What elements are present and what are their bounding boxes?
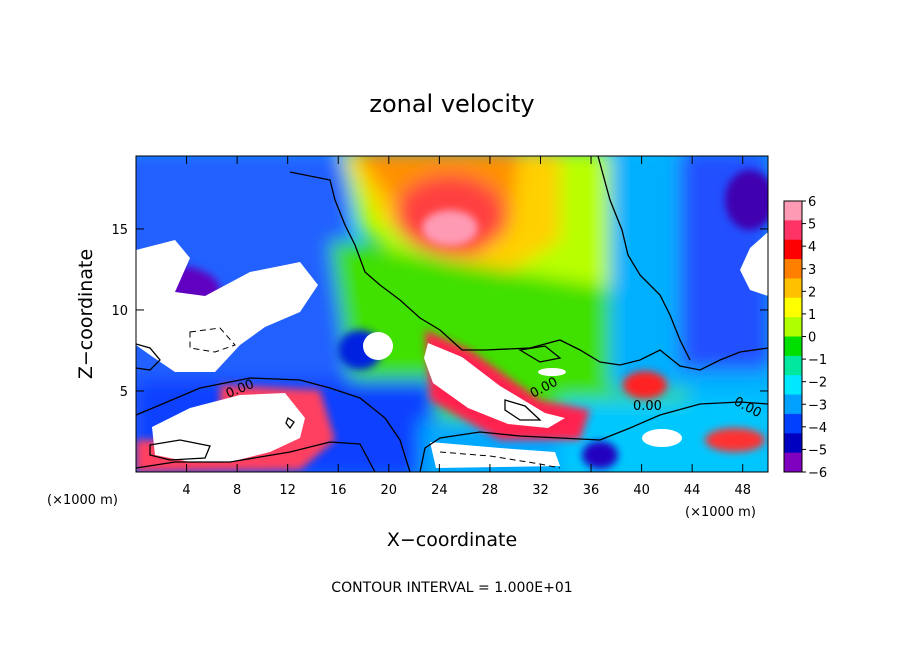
blank-region [642, 429, 682, 447]
colorbar-tick-label: −4 [808, 421, 827, 436]
x-unit-left: (×1000 m) [47, 493, 118, 508]
colorbar-swatch [784, 278, 802, 299]
x-tick-label: 32 [532, 483, 549, 498]
colorbar-tick-label: −2 [808, 376, 827, 391]
colorbar-tick-label: 3 [808, 263, 816, 278]
colorbar-swatch [784, 433, 802, 454]
y-axis: 5 10 15 [111, 223, 768, 400]
colorbar-swatch [784, 452, 802, 473]
x-tick-label: 48 [734, 483, 751, 498]
x-tick-label: 24 [431, 483, 448, 498]
heatmap-field [136, 156, 768, 472]
colorbar-tick-label: 1 [808, 308, 816, 323]
blank-region [424, 343, 565, 428]
colorbar-tick-label: −5 [808, 443, 827, 458]
colorbar-swatch [784, 297, 802, 318]
colorbar-tick-label: −1 [808, 353, 827, 368]
colorbar-tick-label: 5 [808, 218, 816, 233]
colorbar: 6 5 4 3 2 1 0 −1 −2 −3 −4 −5 −6 [783, 195, 827, 481]
colorbar-tick-label: 4 [808, 240, 816, 255]
x-tick-label: 20 [381, 483, 398, 498]
y-tick-label: 15 [111, 223, 128, 238]
x-tick-label: 44 [684, 483, 701, 498]
blank-region [363, 332, 393, 360]
colorbar-swatch [784, 220, 802, 241]
colorbar-swatch [784, 201, 802, 221]
x-axis: 4 8 12 16 20 24 28 32 36 40 44 48 [182, 156, 751, 498]
blank-region [136, 240, 318, 372]
contour-lines-dashed [189, 327, 561, 469]
colorbar-swatch [784, 259, 802, 279]
colorbar-swatch [784, 336, 802, 357]
x-tick-label: 16 [330, 483, 347, 498]
colorbar-tick-label: 2 [808, 285, 816, 300]
colorbar-tick-label: −3 [808, 398, 827, 413]
colorbar-tick-label: −6 [808, 466, 827, 481]
colorbar-tick-label: 0 [808, 331, 816, 346]
colorbar-swatch [784, 375, 802, 396]
blank-region [740, 232, 768, 296]
x-unit-right: (×1000 m) [685, 505, 756, 520]
colorbar-swatch [784, 394, 802, 415]
y-tick-label: 10 [111, 304, 128, 319]
contour-label: 0.00 [633, 399, 662, 414]
x-tick-label: 12 [279, 483, 296, 498]
x-tick-label: 36 [583, 483, 600, 498]
colorbar-swatch [784, 239, 802, 260]
y-tick-label: 5 [120, 385, 128, 400]
chart-title: zonal velocity [369, 90, 534, 118]
colorbar-swatch [784, 317, 802, 337]
x-tick-label: 28 [482, 483, 499, 498]
plot-frame [135, 155, 769, 473]
blank-region [152, 393, 305, 462]
colorbar-swatch [784, 413, 802, 434]
x-axis-label: X−coordinate [387, 529, 517, 551]
blank-region [538, 368, 566, 376]
colorbar-tick-label: 6 [808, 195, 816, 210]
colorbar-swatch [784, 355, 802, 376]
x-tick-label: 8 [233, 483, 241, 498]
contour-interval-note: CONTOUR INTERVAL = 1.000E+01 [331, 580, 572, 596]
x-tick-label: 40 [633, 483, 650, 498]
y-axis-label: Z−coordinate [75, 249, 97, 379]
contour-lines [136, 156, 768, 472]
x-tick-label: 4 [182, 483, 190, 498]
blank-region [430, 442, 560, 468]
